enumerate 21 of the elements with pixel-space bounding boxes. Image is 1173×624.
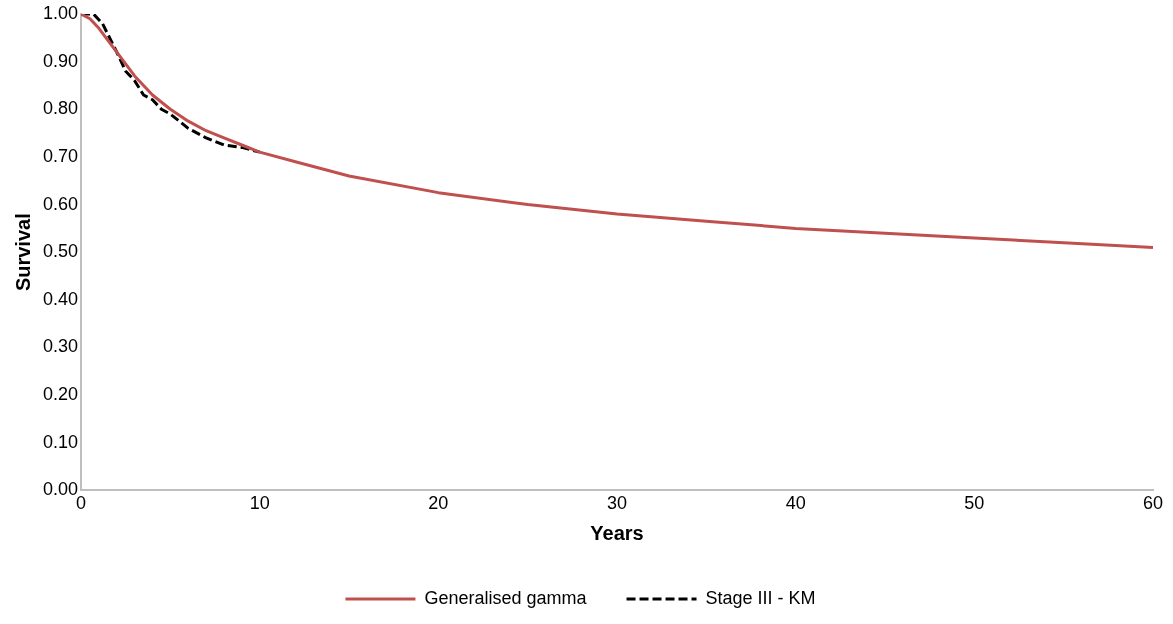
y-tick-label: 0.50	[42, 241, 79, 262]
y-axis-title: Survival	[11, 213, 34, 292]
y-tick-label: 0.20	[42, 384, 79, 405]
x-tick-label: 40	[785, 493, 806, 514]
legend-label: Stage III - KM	[705, 587, 816, 608]
y-tick-label: 0.70	[42, 145, 79, 166]
x-tick-label: 10	[249, 493, 270, 514]
y-tick-label: 0.80	[42, 98, 79, 119]
x-tick-label: 30	[607, 493, 628, 514]
legend-label: Generalised gamma	[424, 587, 588, 608]
y-tick-label: 1.00	[42, 2, 79, 23]
x-axis-title: Years	[590, 521, 644, 544]
x-tick-label: 20	[428, 493, 449, 514]
y-tick-label: 0.40	[42, 288, 79, 309]
x-tick-label: 50	[964, 493, 985, 514]
x-tick-label: 60	[1142, 493, 1164, 514]
y-tick-label: 0.30	[42, 336, 79, 357]
y-tick-label: 0.10	[42, 431, 79, 452]
y-tick-label: 0.60	[42, 193, 79, 214]
x-tick-label: 0	[76, 493, 87, 514]
y-tick-label: 0.90	[42, 50, 79, 71]
